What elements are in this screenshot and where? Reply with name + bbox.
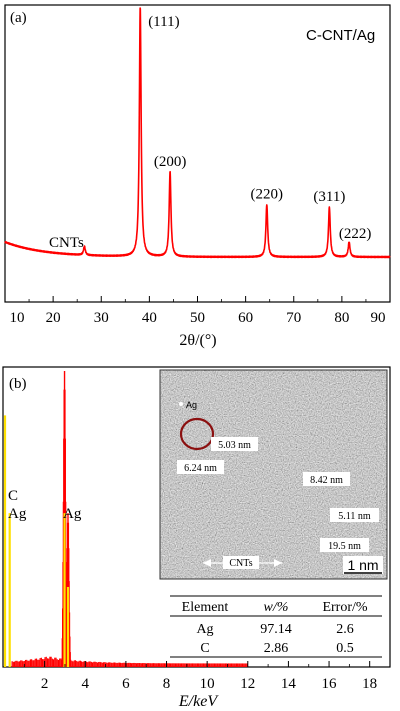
panel-a-legend: C-CNT/Ag: [306, 27, 375, 44]
tem-measure-5: 19.5 nm: [320, 538, 369, 552]
x-tick-label: 60: [238, 310, 253, 326]
panel-b: (b) C Ag Ag Ag: [2, 366, 391, 710]
tem-ag-marker: Ag: [186, 400, 197, 410]
table-header-element: Element: [182, 600, 229, 615]
x-tick-label: 6: [122, 676, 130, 692]
peak-label-ag-left: Ag: [8, 506, 27, 522]
cnt-arrow: CNTs: [203, 556, 282, 569]
composition-table: Element w/% Error/% Ag 97.14 2.6 C 2.86 …: [170, 595, 382, 658]
svg-text:8.42 nm: 8.42 nm: [310, 475, 343, 486]
table-header-w: w/%: [264, 600, 289, 615]
svg-text:Ag: Ag: [196, 622, 213, 637]
x-tick-label: 70: [286, 310, 301, 326]
x-tick-label: 30: [94, 310, 109, 326]
ag-marker-dot: [179, 402, 183, 406]
tem-measure-2: 6.24 nm: [177, 460, 224, 474]
tem-measure-4: 5.11 nm: [330, 508, 379, 522]
peak-label: (311): [313, 189, 345, 205]
panel-a-x-axis-label: 2θ/(°): [179, 332, 216, 349]
table-header-error: Error/%: [322, 600, 367, 615]
svg-text:2.6: 2.6: [336, 622, 354, 637]
panel-a: (a) C-CNT/Ag CNTs (111) (200) (220) (311) (22…: [4, 4, 391, 349]
svg-text:2.86: 2.86: [264, 641, 289, 656]
peak-label: (200): [154, 154, 187, 170]
tem-measure-3: 8.42 nm: [303, 472, 350, 486]
peak-label: CNTs: [49, 235, 84, 251]
panel-a-label: (a): [10, 10, 27, 26]
peak-label-c: C: [8, 488, 18, 504]
peak-label: (111): [148, 14, 179, 30]
peak-label-ag-right: Ag: [63, 506, 82, 522]
svg-text:6.24 nm: 6.24 nm: [184, 463, 217, 474]
x-tick-label: 10: [200, 676, 215, 692]
x-tick-label: 90: [371, 310, 386, 326]
x-tick-label: 18: [362, 676, 377, 692]
svg-text:19.5 nm: 19.5 nm: [328, 541, 361, 552]
x-tick-label: 4: [82, 676, 90, 692]
cnt-label: CNTs: [229, 558, 252, 569]
scale-bar-label: 1 nm: [347, 557, 378, 573]
x-tick-label: 14: [281, 676, 297, 692]
svg-text:97.14: 97.14: [260, 622, 292, 637]
xrd-series-line: [4, 7, 391, 259]
ag-particle-ring: [179, 417, 215, 451]
tem-measure-1: 5.03 nm: [211, 437, 258, 451]
x-tick-label: 50: [190, 310, 205, 326]
x-tick-label: 80: [334, 310, 349, 326]
panel-b-x-axis-label: E/keV: [178, 693, 219, 710]
peak-label: (222): [339, 226, 372, 242]
scale-bar: 1 nm: [343, 556, 383, 574]
table-row: Ag 97.14 2.6: [196, 622, 353, 637]
x-tick-label: 40: [142, 310, 157, 326]
svg-text:0.5: 0.5: [336, 641, 354, 656]
tem-inset: Ag 5.03 nm 6.24 nm 8.42 nm 5.11 nm 19.5 …: [159, 369, 388, 580]
svg-text:5.11 nm: 5.11 nm: [338, 511, 371, 522]
x-tick-label: 12: [240, 676, 255, 692]
table-row: C 2.86 0.5: [200, 641, 353, 656]
x-tick-label: 20: [46, 310, 61, 326]
peak-label: (220): [251, 187, 284, 203]
x-tick-label: 10: [10, 310, 25, 326]
x-tick-label: 16: [322, 676, 338, 692]
tem-image-border: [159, 369, 388, 580]
x-tick-label: 8: [163, 676, 171, 692]
x-tick-label: 2: [41, 676, 49, 692]
svg-text:C: C: [200, 641, 209, 656]
panel-b-label: (b): [9, 376, 27, 392]
svg-text:5.03 nm: 5.03 nm: [218, 440, 251, 451]
